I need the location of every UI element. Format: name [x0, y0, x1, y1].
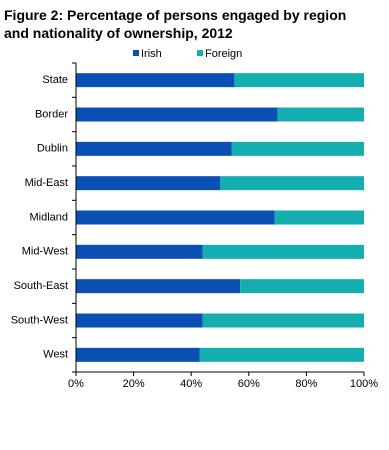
- legend-label: Foreign: [205, 48, 242, 60]
- bar-segment: [76, 347, 200, 362]
- legend-swatch: [133, 50, 139, 56]
- legend-label: Irish: [141, 48, 162, 60]
- legend-swatch: [197, 50, 203, 56]
- chart-title: Figure 2: Percentage of persons engaged …: [4, 7, 346, 23]
- bar-segment: [76, 176, 220, 191]
- bar-segment: [234, 73, 364, 88]
- bar-segment: [76, 73, 235, 88]
- bar-segment: [76, 279, 241, 294]
- y-tick-label: State: [42, 74, 68, 86]
- y-tick-label: Mid-East: [25, 177, 68, 189]
- bar-segment: [76, 107, 278, 122]
- chart-title: and nationality of ownership, 2012: [4, 25, 233, 41]
- bar-segment: [76, 141, 232, 156]
- x-tick-label: 40%: [180, 378, 202, 390]
- y-tick-label: South-West: [11, 314, 68, 326]
- y-tick-label: Border: [35, 108, 68, 120]
- bar-segment: [277, 107, 364, 122]
- y-tick-label: Mid-West: [22, 246, 68, 258]
- bar-segment: [220, 176, 364, 191]
- bar-segment: [231, 141, 364, 156]
- x-tick-label: 80%: [295, 378, 317, 390]
- y-tick-label: Midland: [29, 211, 68, 223]
- y-tick-label: West: [43, 349, 68, 361]
- bar-segment: [76, 210, 275, 225]
- x-tick-label: 100%: [350, 378, 378, 390]
- bar-segment: [199, 347, 364, 362]
- bar-segment: [76, 313, 203, 328]
- y-tick-label: South-East: [14, 280, 68, 292]
- x-tick-label: 20%: [123, 378, 145, 390]
- bar-segment: [202, 244, 364, 259]
- bar-segment: [240, 279, 364, 294]
- x-tick-label: 60%: [238, 378, 260, 390]
- bar-segment: [76, 244, 203, 259]
- y-tick-label: Dublin: [37, 143, 68, 155]
- bar-segment: [202, 313, 364, 328]
- bar-segment: [274, 210, 364, 225]
- x-tick-label: 0%: [68, 378, 84, 390]
